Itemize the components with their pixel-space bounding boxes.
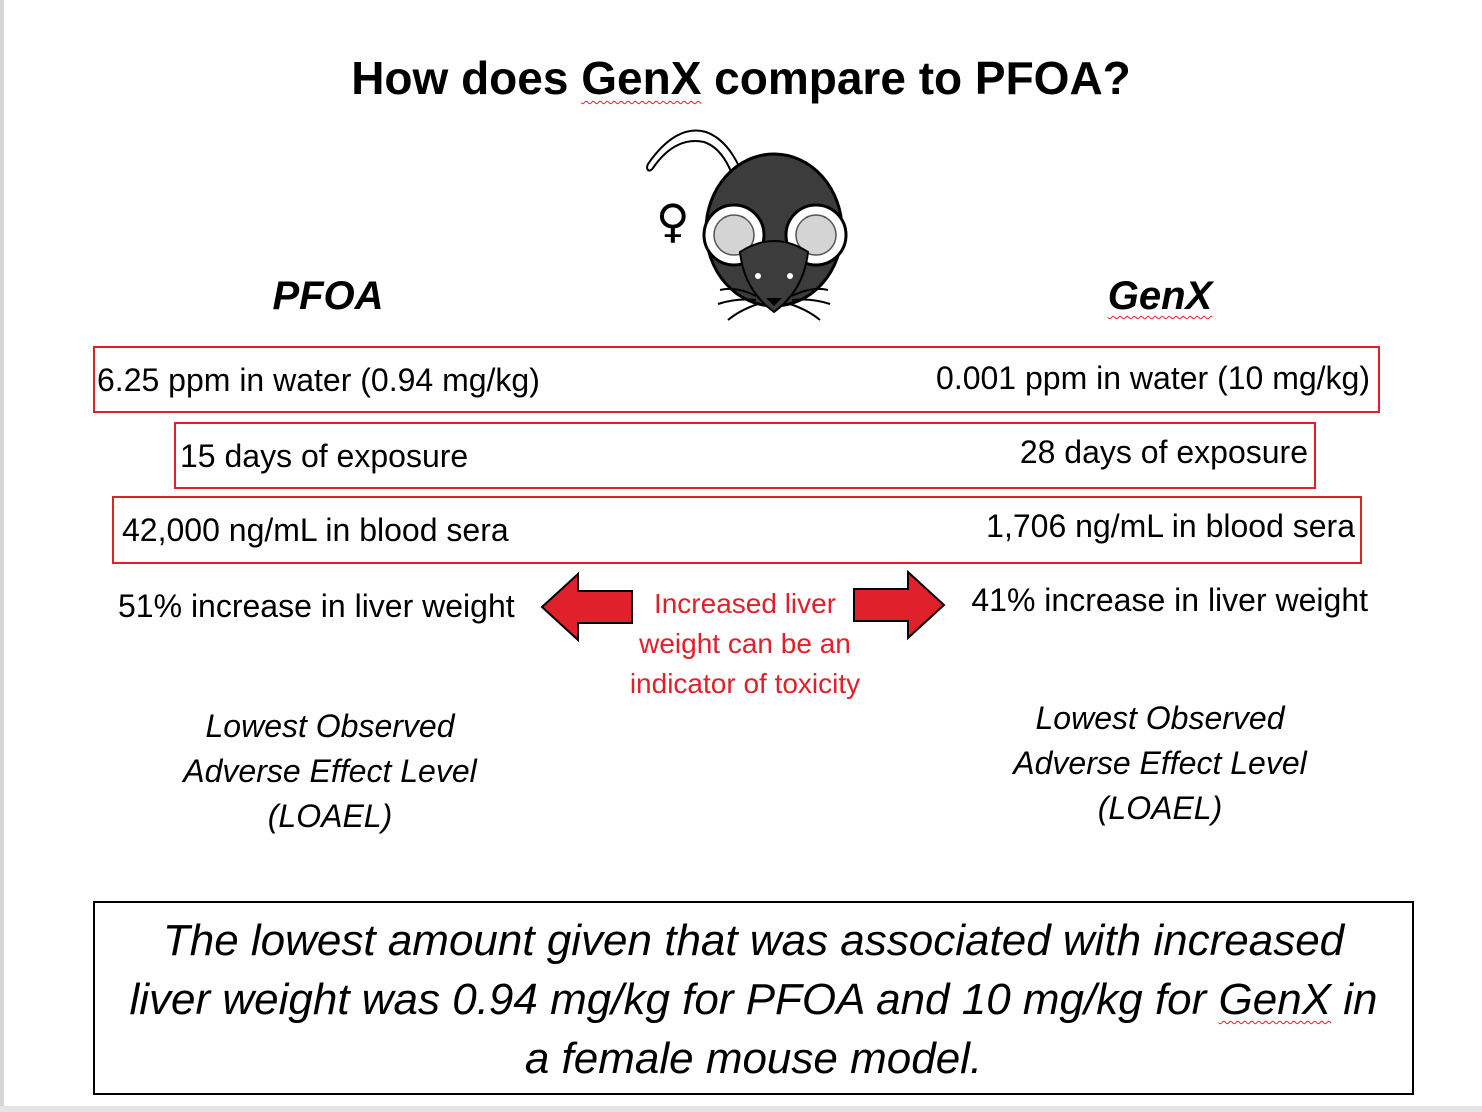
summary-line-1: The lowest amount given that was associa…	[162, 916, 1345, 965]
pfoa-heading: PFOA	[272, 274, 384, 318]
loael-line-1: Lowest Observed	[205, 708, 455, 744]
pfoa-exposure: 15 days of exposure	[180, 438, 469, 474]
exposure-row-box	[174, 422, 1316, 489]
female-symbol-icon: ♀	[656, 194, 690, 248]
pfoa-loael-label: Lowest Observed Adverse Effect Level (LO…	[150, 704, 510, 839]
left-arrow-icon	[540, 572, 633, 642]
summary-box: The lowest amount given that was associa…	[93, 901, 1414, 1095]
window-edge-left	[0, 0, 4, 1112]
genx-heading: GenX	[1060, 270, 1260, 322]
genx-liver-weight: 41% increase in liver weight	[971, 582, 1368, 618]
genx-loael-label: Lowest Observed Adverse Effect Level (LO…	[980, 696, 1340, 831]
title-text-end: compare to PFOA?	[701, 52, 1131, 104]
genx-exposure: 28 days of exposure	[1019, 434, 1308, 470]
loael-line-3: (LOAEL)	[267, 798, 393, 834]
note-line-1: Increased liver	[653, 588, 837, 619]
toxicity-note: Increased liver weight can be an indicat…	[600, 584, 890, 704]
summary-line-2-end: in	[1331, 975, 1378, 1024]
pfoa-dose: 6.25 ppm in water (0.94 mg/kg)	[97, 362, 540, 398]
title-text-start: How does	[351, 52, 582, 104]
loael-line-1: Lowest Observed	[1035, 700, 1285, 736]
right-arrow-icon	[853, 570, 946, 640]
genx-dose: 0.001 ppm in water (10 mg/kg)	[936, 360, 1370, 396]
blood-sera-row-box	[112, 496, 1362, 564]
pfoa-liver-weight: 51% increase in liver weight	[118, 588, 515, 624]
dose-row-box	[93, 346, 1380, 413]
summary-genx-word: GenX	[1218, 975, 1332, 1024]
window-edge-bottom	[0, 1106, 1482, 1112]
loael-line-2: Adverse Effect Level	[183, 753, 477, 789]
mouse-icon	[646, 129, 848, 321]
loael-line-2: Adverse Effect Level	[1013, 745, 1307, 781]
summary-line-2: liver weight was 0.94 mg/kg for PFOA and…	[95, 970, 1412, 1029]
genx-heading-text: GenX	[1107, 274, 1213, 318]
summary-line-2-start: liver weight was 0.94 mg/kg for PFOA and…	[129, 975, 1219, 1024]
genx-blood-sera: 1,706 ng/mL in blood sera	[986, 508, 1355, 544]
note-line-2: weight can be an	[639, 628, 851, 659]
loael-line-3: (LOAEL)	[1097, 790, 1223, 826]
note-line-3: indicator of toxicity	[629, 668, 861, 699]
summary-line-3: a female mouse model.	[524, 1034, 983, 1083]
pfoa-blood-sera: 42,000 ng/mL in blood sera	[122, 512, 509, 548]
slide-title: How does GenX compare to PFOA?	[0, 48, 1482, 108]
title-genx-word: GenX	[581, 52, 702, 104]
